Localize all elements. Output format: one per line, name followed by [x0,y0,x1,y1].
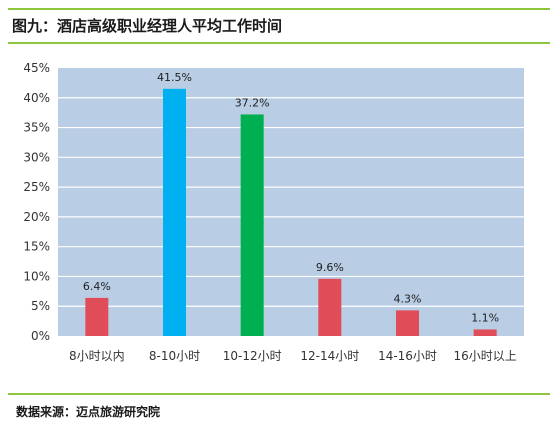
x-tick-label: 10-12小时 [223,349,282,363]
bar [473,329,497,336]
y-tick-label: 25% [23,180,50,194]
x-tick-label: 14-16小时 [378,349,437,363]
value-label: 37.2% [235,96,270,109]
figure-title: 图九：酒店高级职业经理人平均工作时间 [12,17,283,35]
bottom-rule [8,393,550,395]
source-note: 数据来源：迈点旅游研究院 [16,405,161,419]
y-tick-label: 20% [23,210,50,224]
value-labels: 6.4% 41.5% 37.2% 9.6% 4.3% 1.1% [83,71,499,325]
title-rule [8,42,550,44]
plot-area [58,68,524,336]
y-tick-label: 45% [23,61,50,75]
y-tick-label: 5% [31,299,50,313]
x-tick-label: 8小时以内 [69,349,125,363]
y-axis-ticks: 0% 5% 10% 15% 20% 25% 30% 35% 40% 45% [23,61,50,343]
value-label: 41.5% [157,71,192,84]
bar [85,297,109,336]
x-axis-ticks: 8小时以内 8-10小时 10-12小时 12-14小时 14-16小时 16小时以上 [69,349,517,363]
y-tick-label: 30% [23,150,50,164]
value-label: 6.4% [83,280,111,293]
bar [240,114,264,336]
bars [85,88,497,336]
gridlines [58,97,524,307]
y-tick-label: 0% [31,329,50,343]
y-tick-label: 10% [23,269,50,283]
bar [318,278,342,336]
value-label: 4.3% [394,292,422,305]
x-tick-label: 8-10小时 [149,349,200,363]
top-rule [8,8,550,10]
y-tick-label: 35% [23,121,50,135]
y-tick-label: 40% [23,91,50,105]
bar [163,88,186,336]
x-tick-label: 16小时以上 [454,349,517,363]
x-tick-label: 12-14小时 [300,349,359,363]
y-tick-label: 15% [23,240,50,254]
bar [396,310,419,336]
value-label: 9.6% [316,261,344,274]
value-label: 1.1% [471,311,499,324]
